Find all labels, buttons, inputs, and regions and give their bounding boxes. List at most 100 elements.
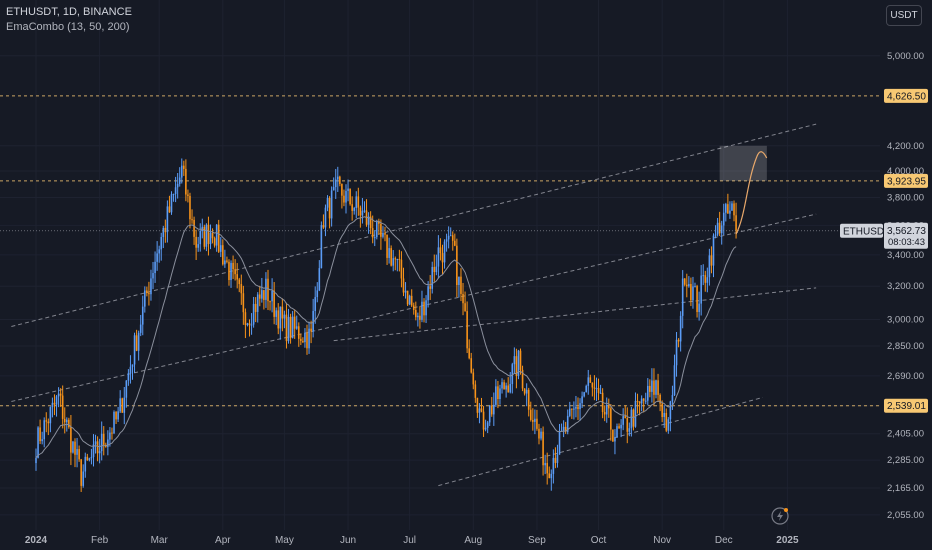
channel-line-top[interactable] xyxy=(11,123,817,327)
candle-body xyxy=(558,430,561,455)
candle-body xyxy=(599,392,602,394)
candle-body xyxy=(246,323,249,326)
currency-button[interactable]: USDT xyxy=(886,5,922,26)
candle-body xyxy=(378,221,380,224)
y-tick-label: 2,165.00 xyxy=(887,483,924,494)
candle-body xyxy=(716,222,719,235)
candle-body xyxy=(242,293,245,313)
candle-body xyxy=(80,459,82,486)
y-tick-label: 4,200.00 xyxy=(887,141,924,152)
candle-body xyxy=(244,312,247,326)
candle-body xyxy=(612,429,614,442)
candle-body xyxy=(137,332,140,351)
candle-body xyxy=(215,224,218,246)
candle-body xyxy=(731,203,733,211)
candle-body xyxy=(722,212,725,226)
candle-body xyxy=(234,269,236,275)
channel-line-lower-mid[interactable] xyxy=(333,287,817,342)
x-tick-label: Jun xyxy=(340,535,356,546)
candle-body xyxy=(495,386,497,405)
candle-body xyxy=(638,401,641,404)
candle-body xyxy=(334,179,337,188)
x-tick-label: May xyxy=(275,535,294,546)
candle-body xyxy=(332,187,335,191)
candle-body xyxy=(671,395,674,402)
candle-body xyxy=(727,204,729,214)
candle-body xyxy=(700,275,702,304)
candle-body xyxy=(113,411,115,434)
candle-body xyxy=(437,247,440,267)
candle-body xyxy=(706,277,709,283)
candle-body xyxy=(404,290,407,293)
candle-body xyxy=(478,408,481,413)
candle-body xyxy=(577,406,579,410)
y-tick-label: 5,000.00 xyxy=(887,51,924,62)
candle-body xyxy=(172,193,175,195)
level-price-tag[interactable] xyxy=(884,398,928,413)
candle-body xyxy=(291,316,294,338)
candle-body xyxy=(505,385,507,390)
candle-body xyxy=(148,293,150,295)
candle-body xyxy=(449,235,452,237)
candle-body xyxy=(263,290,265,300)
candle-body xyxy=(513,356,516,365)
candle-body xyxy=(499,388,501,399)
candle-body xyxy=(630,409,633,429)
candle-body xyxy=(371,228,374,238)
candle-body xyxy=(363,210,366,212)
candle-body xyxy=(540,431,542,439)
candle-body xyxy=(199,230,202,245)
candle-body xyxy=(261,290,263,299)
candle-body xyxy=(620,424,622,429)
candle-body xyxy=(573,408,575,410)
candle-body xyxy=(642,398,645,401)
candle-body xyxy=(410,295,413,306)
candle-body xyxy=(133,335,136,365)
candle-body xyxy=(661,403,663,417)
candle-body xyxy=(686,284,688,287)
candle-body xyxy=(324,207,327,228)
candle-body xyxy=(447,235,450,240)
x-tick-label: Feb xyxy=(91,535,109,546)
y-tick-label: 3,000.00 xyxy=(887,315,924,326)
x-tick-label: Dec xyxy=(715,535,733,546)
level-price-tag[interactable] xyxy=(884,88,928,103)
x-tick-label: 2024 xyxy=(25,535,48,546)
candle-body xyxy=(139,324,142,333)
candle-body xyxy=(544,463,546,466)
candle-body xyxy=(275,310,278,317)
candle-body xyxy=(390,248,392,266)
target-box[interactable] xyxy=(719,145,767,181)
candle-body xyxy=(470,358,473,373)
candle-body xyxy=(289,316,292,338)
x-tick-label: Aug xyxy=(464,535,482,546)
candle-body xyxy=(720,225,723,234)
candle-body xyxy=(51,402,54,408)
channel-line-lower[interactable] xyxy=(438,396,763,487)
projection-curve[interactable] xyxy=(735,151,768,235)
candle-body xyxy=(248,323,251,326)
candle-body xyxy=(646,385,649,401)
candle-body xyxy=(228,261,230,281)
candle-body xyxy=(96,441,99,454)
candle-body xyxy=(135,335,138,351)
candle-body xyxy=(361,210,364,216)
candle-body xyxy=(708,255,711,278)
candle-body xyxy=(302,340,304,343)
candle-body xyxy=(486,422,489,428)
candle-body xyxy=(435,266,438,273)
candle-body xyxy=(226,260,228,262)
y-tick-label: 2,690.00 xyxy=(887,371,924,382)
candle-body xyxy=(649,385,651,392)
candle-body xyxy=(230,262,232,281)
candle-body xyxy=(84,456,87,472)
candle-body xyxy=(427,286,429,301)
candle-body xyxy=(571,408,573,410)
level-price-tag[interactable] xyxy=(884,173,928,188)
candle-body xyxy=(556,454,559,463)
candle-body xyxy=(458,276,460,286)
candle-body xyxy=(312,310,314,332)
candle-body xyxy=(144,290,146,307)
candle-body xyxy=(336,176,339,180)
